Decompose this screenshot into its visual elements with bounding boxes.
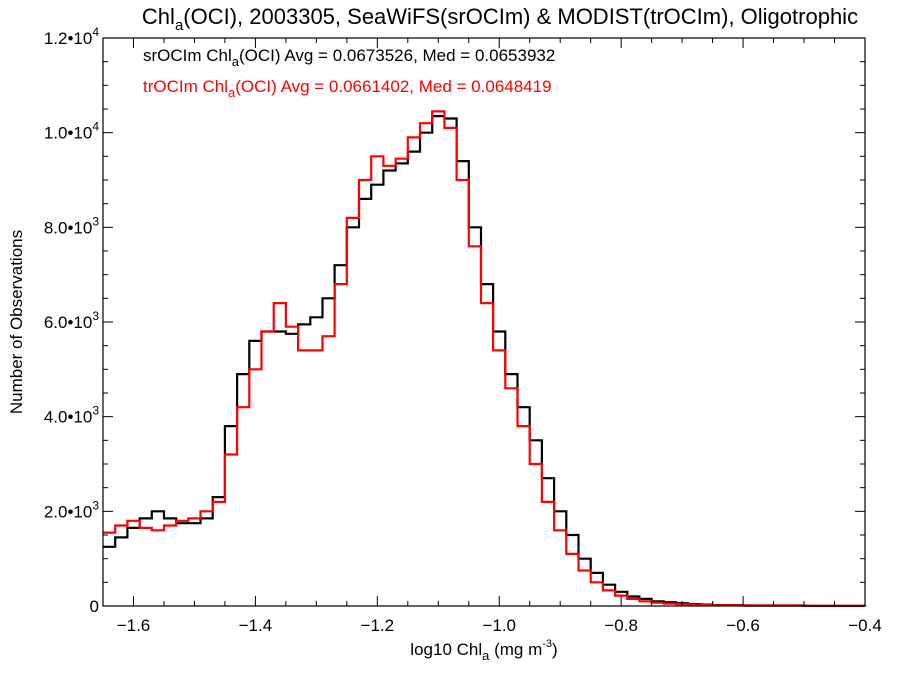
series-srocim-line — [103, 115, 867, 607]
y-tick-label: 0 — [90, 597, 99, 616]
y-tick-label: 2.0•103 — [44, 498, 100, 521]
x-tick-label: −1.4 — [239, 616, 273, 635]
chart-title: Chla(OCI), 2003305, SeaWiFS(srOCIm) & MO… — [142, 4, 858, 34]
y-axis-ticks: 0 2.0•103 4.0•103 6.0•103 8.0•103 1.0•104 1.2•… — [44, 25, 865, 616]
x-tick-label: −1.0 — [482, 616, 516, 635]
y-tick-label: 6.0•103 — [44, 309, 100, 332]
x-tick-label: −1.2 — [361, 616, 395, 635]
plot-frame — [102, 37, 866, 607]
x-tick-label: −0.4 — [848, 616, 882, 635]
series-trocim-line — [103, 110, 867, 607]
y-tick-label: 8.0•103 — [44, 214, 100, 237]
y-tick-label: 1.2•104 — [44, 25, 100, 48]
y-axis-label: Number of Observations — [7, 230, 26, 414]
x-tick-label: −0.6 — [726, 616, 760, 635]
y-tick-label: 1.0•104 — [44, 120, 100, 143]
x-tick-label: −0.8 — [604, 616, 638, 635]
y-tick-label: 4.0•103 — [44, 404, 100, 427]
annotation-srocim: srOCIm Chla(OCI) Avg = 0.0673526, Med = … — [143, 46, 555, 69]
x-axis-label: log10 Chla (mg m-3) — [410, 638, 557, 663]
annotation-trocim: trOCIm Chla(OCI) Avg = 0.0661402, Med = … — [143, 77, 552, 100]
x-tick-label: −1.6 — [117, 616, 151, 635]
x-axis-ticks: −1.6 −1.4 −1.2 −1.0 −0.8 −0.6 −0.4 — [117, 38, 882, 635]
plot-series — [103, 110, 867, 607]
